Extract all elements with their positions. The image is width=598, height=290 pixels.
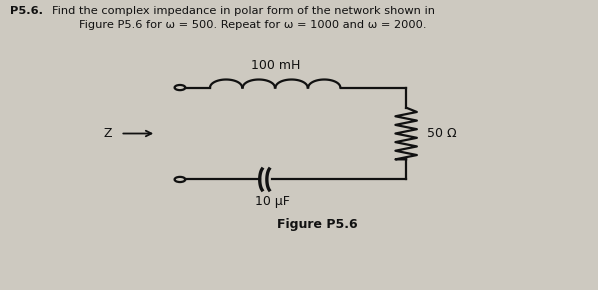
Text: 50 Ω: 50 Ω: [427, 127, 457, 140]
Text: Find the complex impedance in polar form of the network shown in: Find the complex impedance in polar form…: [52, 6, 435, 16]
Text: P5.6.: P5.6.: [10, 6, 43, 16]
Text: Figure P5.6: Figure P5.6: [276, 218, 357, 231]
Text: Figure P5.6 for ω = 500. Repeat for ω = 1000 and ω = 2000.: Figure P5.6 for ω = 500. Repeat for ω = …: [79, 20, 426, 30]
Text: 100 mH: 100 mH: [251, 59, 300, 72]
Text: Z: Z: [103, 127, 111, 140]
Text: 10 μF: 10 μF: [255, 195, 289, 208]
